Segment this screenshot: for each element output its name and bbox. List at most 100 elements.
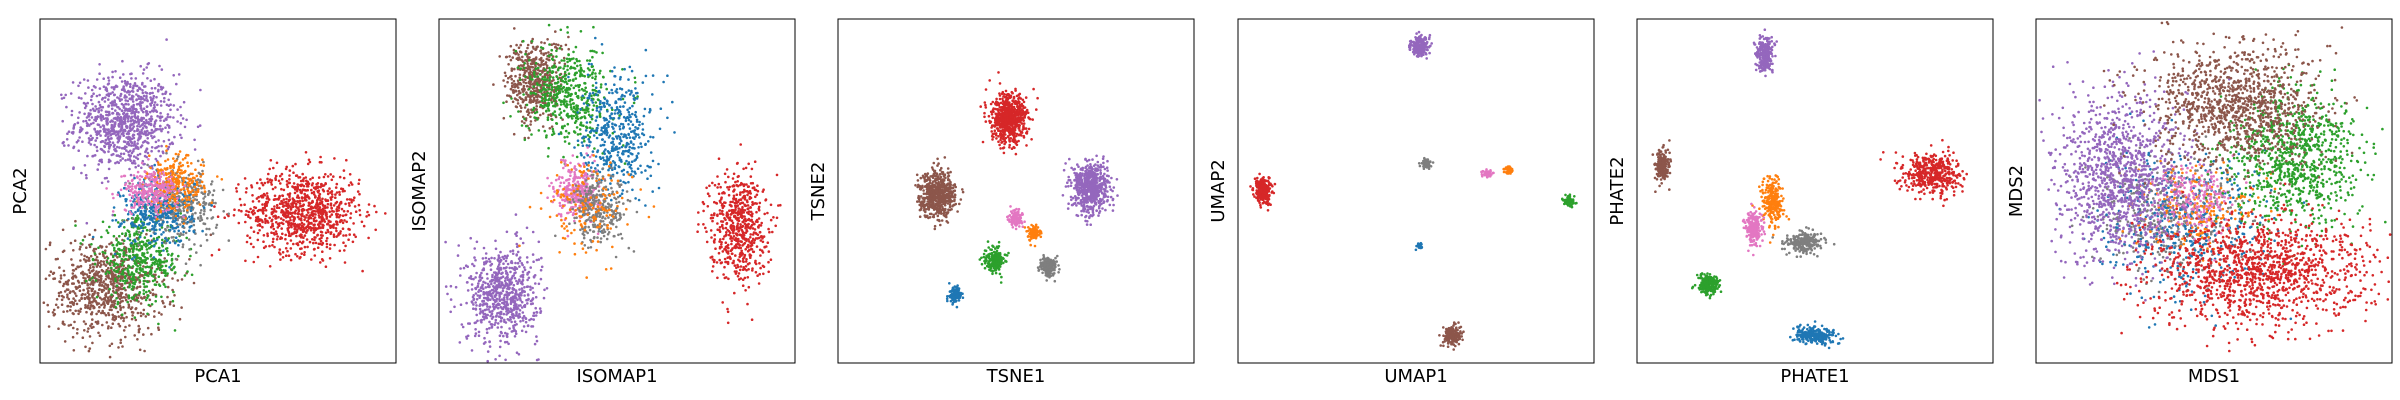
point [167, 253, 170, 256]
point [116, 193, 120, 197]
point [202, 185, 206, 188]
point [99, 129, 102, 133]
point [287, 222, 291, 226]
point [76, 328, 79, 331]
point [167, 208, 170, 212]
point [204, 233, 208, 236]
point [135, 232, 138, 235]
point [145, 105, 149, 108]
point [374, 228, 378, 232]
point [84, 279, 88, 283]
point [288, 169, 292, 172]
point [164, 229, 168, 232]
point [198, 203, 202, 206]
point [128, 126, 132, 130]
point [261, 225, 264, 229]
point [155, 110, 159, 113]
point [167, 138, 171, 142]
point [143, 349, 146, 353]
point [264, 209, 268, 212]
point [141, 91, 145, 95]
point [79, 126, 82, 129]
point [188, 258, 191, 261]
point [744, 289, 747, 292]
point [343, 189, 346, 193]
point [97, 100, 101, 104]
point [279, 236, 283, 239]
point [498, 295, 502, 299]
point [146, 326, 150, 330]
point [540, 265, 544, 269]
point [297, 215, 300, 219]
point [168, 195, 171, 198]
point [479, 273, 482, 277]
point [175, 192, 179, 195]
point [176, 196, 179, 200]
point [138, 181, 142, 185]
point [88, 300, 91, 303]
point [188, 198, 191, 202]
point [139, 314, 143, 318]
point [190, 181, 194, 185]
point [342, 209, 346, 213]
point [163, 305, 167, 309]
point [262, 212, 265, 215]
point [95, 149, 99, 153]
point [484, 315, 488, 318]
point [521, 311, 525, 314]
point [111, 243, 114, 247]
point [143, 236, 147, 239]
point [271, 187, 275, 191]
point [60, 97, 64, 100]
point [503, 279, 507, 283]
point [494, 358, 497, 361]
point [299, 236, 303, 239]
point [95, 312, 98, 316]
point [505, 307, 508, 311]
point [155, 146, 159, 149]
point [102, 280, 106, 283]
point [127, 150, 130, 154]
point [86, 101, 89, 105]
point [122, 174, 126, 178]
point [120, 98, 123, 101]
point [77, 84, 80, 88]
point [127, 247, 131, 251]
point [137, 164, 140, 167]
point [303, 253, 306, 256]
point [161, 127, 164, 131]
point [127, 306, 130, 309]
point [193, 148, 197, 151]
point [492, 271, 496, 274]
point [144, 150, 147, 154]
point [501, 271, 504, 275]
point [107, 325, 110, 328]
point [149, 91, 152, 95]
point [92, 121, 95, 125]
point [306, 225, 310, 228]
point [129, 307, 133, 311]
point [122, 253, 126, 257]
point [295, 234, 298, 238]
point [114, 103, 118, 106]
point [154, 119, 158, 122]
point [162, 249, 165, 252]
point [304, 151, 308, 154]
point [478, 294, 482, 298]
point [499, 310, 503, 314]
point [461, 325, 465, 329]
point [118, 116, 121, 120]
point [273, 245, 276, 249]
point [133, 185, 137, 188]
point [123, 118, 127, 121]
point [512, 300, 516, 303]
point [150, 203, 153, 207]
point [135, 248, 138, 251]
point [102, 77, 105, 80]
point [130, 144, 133, 147]
point [154, 207, 157, 211]
point [153, 130, 156, 133]
point [139, 311, 143, 315]
point [500, 325, 503, 329]
point [86, 79, 90, 82]
